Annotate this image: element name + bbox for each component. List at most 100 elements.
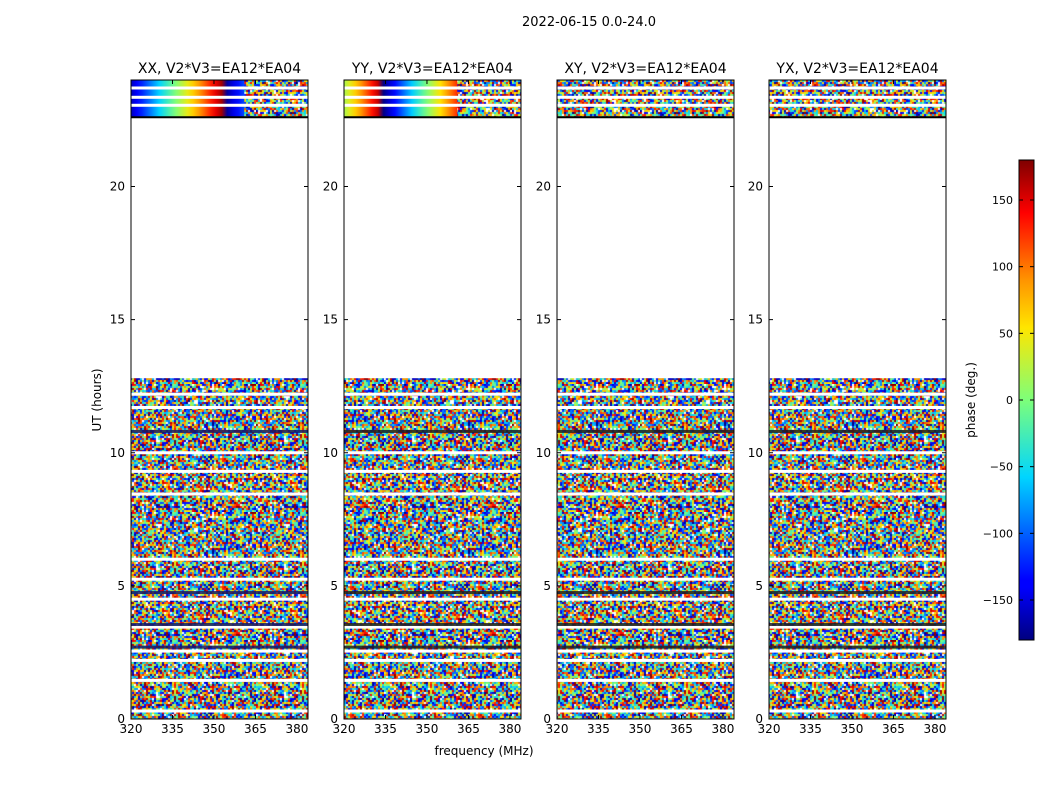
panel-4-image bbox=[769, 80, 946, 719]
band-line bbox=[344, 430, 521, 433]
flag-line bbox=[557, 393, 734, 396]
flag-line bbox=[769, 578, 946, 581]
flag-line bbox=[131, 96, 308, 99]
x-tick-label: 335 bbox=[587, 722, 610, 736]
band-line bbox=[769, 591, 946, 594]
flag-line bbox=[557, 598, 734, 601]
flag-line bbox=[131, 470, 308, 473]
colorbar: 150 100 50 0 −50 −100 −150 phase (deg.) bbox=[964, 160, 1034, 640]
flag-line bbox=[769, 679, 946, 682]
flag-line bbox=[769, 104, 946, 107]
flag-line bbox=[131, 626, 308, 629]
x-tick-label: 380 bbox=[923, 722, 946, 736]
y-tick-label: 5 bbox=[543, 579, 551, 593]
y-tick-label: 15 bbox=[536, 313, 551, 327]
flag-line bbox=[557, 451, 734, 454]
panel-3: XY, V2*V3=EA12*EA04 320 335 350 365 380 0 5 10 15… bbox=[536, 61, 735, 736]
band-line bbox=[131, 591, 308, 594]
y-tick-label: 20 bbox=[748, 180, 763, 194]
figure-title: 2022-06-15 0.0-24.0 bbox=[522, 15, 656, 30]
flag-line bbox=[344, 558, 521, 561]
flag-line bbox=[344, 679, 521, 682]
band-line bbox=[344, 646, 521, 649]
flag-line bbox=[344, 104, 521, 107]
x-tick-label: 335 bbox=[161, 722, 184, 736]
flag-line bbox=[131, 710, 308, 713]
flag-line bbox=[557, 96, 734, 99]
flag-line bbox=[769, 626, 946, 629]
y-tick-label: 15 bbox=[323, 313, 338, 327]
x-tick-label: 350 bbox=[629, 722, 652, 736]
flag-line bbox=[769, 558, 946, 561]
flag-line bbox=[131, 493, 308, 496]
flag-line bbox=[557, 626, 734, 629]
flag-line bbox=[344, 470, 521, 473]
flag-line bbox=[557, 578, 734, 581]
flag-line bbox=[557, 558, 734, 561]
band-line bbox=[344, 591, 521, 594]
band-line bbox=[557, 623, 734, 626]
y-tick-label: 20 bbox=[110, 180, 125, 194]
flag-line bbox=[344, 710, 521, 713]
colorbar-tick-label: 50 bbox=[999, 327, 1013, 340]
panel-2-image bbox=[344, 80, 521, 719]
flag-line bbox=[131, 659, 308, 662]
flag-line bbox=[131, 406, 308, 409]
flag-line bbox=[769, 493, 946, 496]
x-tick-label: 380 bbox=[285, 722, 308, 736]
colorbar-label: phase (deg.) bbox=[964, 362, 978, 438]
y-tick-label: 20 bbox=[536, 180, 551, 194]
flag-line bbox=[344, 659, 521, 662]
panel-4-data-block bbox=[769, 378, 946, 719]
x-tick-label: 365 bbox=[882, 722, 905, 736]
band-line bbox=[131, 430, 308, 433]
colorbar-tick-label: −50 bbox=[990, 461, 1013, 474]
flag-line bbox=[131, 578, 308, 581]
flag-line bbox=[557, 659, 734, 662]
colorbar-tick-label: 150 bbox=[992, 194, 1013, 207]
y-tick-label: 10 bbox=[748, 446, 763, 460]
flag-line bbox=[769, 86, 946, 89]
flag-line bbox=[131, 86, 308, 89]
x-tick-label: 350 bbox=[203, 722, 226, 736]
panel-3-image bbox=[557, 80, 734, 719]
flag-line bbox=[557, 493, 734, 496]
y-tick-label: 0 bbox=[117, 712, 125, 726]
y-tick-label: 10 bbox=[536, 446, 551, 460]
flag-line bbox=[344, 626, 521, 629]
panels-group: XX, V2*V3=EA12*EA04 320 335 350 365 380 0 5 10 15… bbox=[110, 61, 947, 736]
flag-line bbox=[344, 650, 521, 653]
panel-4: YX, V2*V3=EA12*EA04 320 335 350 365 380 0 5 10 15… bbox=[748, 61, 947, 736]
flag-line bbox=[131, 598, 308, 601]
flag-line bbox=[769, 659, 946, 662]
y-tick-label: 5 bbox=[330, 579, 338, 593]
flag-line bbox=[769, 393, 946, 396]
flag-line bbox=[769, 406, 946, 409]
y-tick-label: 5 bbox=[755, 579, 763, 593]
flag-line bbox=[131, 451, 308, 454]
flag-line bbox=[769, 598, 946, 601]
panel-1-image bbox=[131, 80, 308, 719]
y-tick-label: 5 bbox=[117, 579, 125, 593]
colorbar-tick-label: −150 bbox=[983, 594, 1013, 607]
flag-line bbox=[769, 96, 946, 99]
x-axis-label: frequency (MHz) bbox=[434, 744, 533, 758]
x-tick-label: 350 bbox=[841, 722, 864, 736]
flag-line bbox=[344, 578, 521, 581]
flag-line bbox=[557, 679, 734, 682]
flag-line bbox=[769, 470, 946, 473]
flag-line bbox=[344, 96, 521, 99]
flag-line bbox=[131, 650, 308, 653]
flag-line bbox=[557, 650, 734, 653]
flag-line bbox=[344, 451, 521, 454]
panel-2: YY, V2*V3=EA12*EA04 320 335 350 365 380 0 5 10 15… bbox=[323, 61, 522, 736]
x-tick-label: 335 bbox=[374, 722, 397, 736]
panel-1-title: XX, V2*V3=EA12*EA04 bbox=[138, 61, 301, 77]
flag-line bbox=[344, 493, 521, 496]
flag-line bbox=[131, 679, 308, 682]
flag-line bbox=[131, 558, 308, 561]
flag-line bbox=[557, 86, 734, 89]
band-line bbox=[131, 623, 308, 626]
band-line bbox=[344, 623, 521, 626]
panel-3-data-block bbox=[557, 378, 734, 719]
